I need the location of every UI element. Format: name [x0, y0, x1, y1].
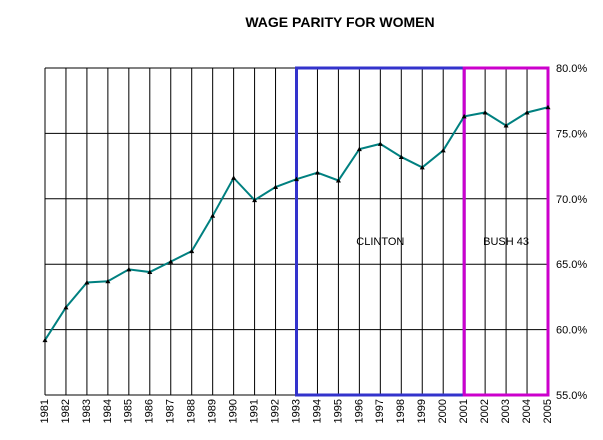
x-tick-label: 1989 — [207, 399, 219, 423]
span-label: BUSH 43 — [483, 236, 529, 248]
span-box — [462, 66, 550, 397]
x-tick-label: 1995 — [332, 399, 344, 423]
x-tick-label: 1999 — [416, 399, 428, 423]
point-marker — [314, 170, 320, 175]
x-tick-label: 1998 — [395, 399, 407, 423]
point-marker — [210, 213, 216, 218]
x-tick-label: 1992 — [269, 399, 281, 423]
x-tick-label: 2000 — [437, 399, 449, 423]
point-marker — [126, 266, 132, 272]
point-marker — [84, 280, 90, 285]
y-tick-label: 75.0% — [556, 128, 587, 140]
point-marker — [294, 176, 299, 182]
point-marker — [273, 184, 279, 190]
point-marker — [377, 141, 383, 146]
x-tick-label: 2004 — [521, 399, 533, 423]
chart-title: WAGE PARITY FOR WOMEN — [245, 14, 434, 30]
point-marker — [419, 164, 425, 170]
x-tick-label: 1993 — [290, 399, 302, 423]
point-marker — [461, 113, 467, 119]
point-marker — [545, 104, 551, 110]
point-marker — [63, 304, 69, 310]
x-tick-label: 1997 — [374, 399, 386, 423]
point-marker — [168, 259, 174, 264]
x-tick-label: 1990 — [228, 399, 240, 423]
x-tick-label: 2002 — [479, 399, 491, 423]
x-tick-label: 1981 — [39, 399, 51, 423]
span-label: CLINTON — [356, 236, 404, 248]
y-tick-label: 55.0% — [556, 390, 587, 402]
x-tick-label: 2005 — [542, 399, 554, 423]
point-marker — [503, 123, 509, 128]
y-tick-label: 80.0% — [556, 63, 587, 75]
x-tick-label: 1994 — [311, 399, 323, 423]
x-tick-label: 1996 — [353, 399, 365, 423]
x-tick-label: 1985 — [123, 399, 135, 423]
x-tick-label: 1987 — [165, 399, 177, 423]
x-tick-label: 1991 — [248, 399, 260, 423]
point-marker — [356, 146, 362, 152]
y-tick-label: 60.0% — [556, 325, 587, 337]
point-marker — [482, 109, 488, 115]
y-tick-label: 65.0% — [556, 259, 587, 271]
point-marker — [231, 175, 237, 180]
point-marker — [105, 278, 111, 284]
point-marker — [398, 154, 404, 159]
point-marker — [42, 337, 48, 343]
point-marker — [524, 109, 530, 115]
x-tick-label: 1982 — [60, 399, 72, 423]
point-marker — [189, 248, 195, 254]
point-marker — [147, 269, 153, 275]
point-marker — [335, 177, 341, 183]
point-marker — [252, 197, 258, 203]
point-marker — [440, 147, 446, 153]
x-tick-label: 1983 — [81, 399, 93, 423]
x-tick-label: 2001 — [458, 399, 470, 423]
x-tick-label: 1986 — [144, 399, 156, 423]
x-tick-label: 1988 — [186, 399, 198, 423]
x-tick-label: 2003 — [500, 399, 512, 423]
y-tick-label: 70.0% — [556, 194, 587, 206]
x-tick-label: 1984 — [102, 399, 114, 423]
